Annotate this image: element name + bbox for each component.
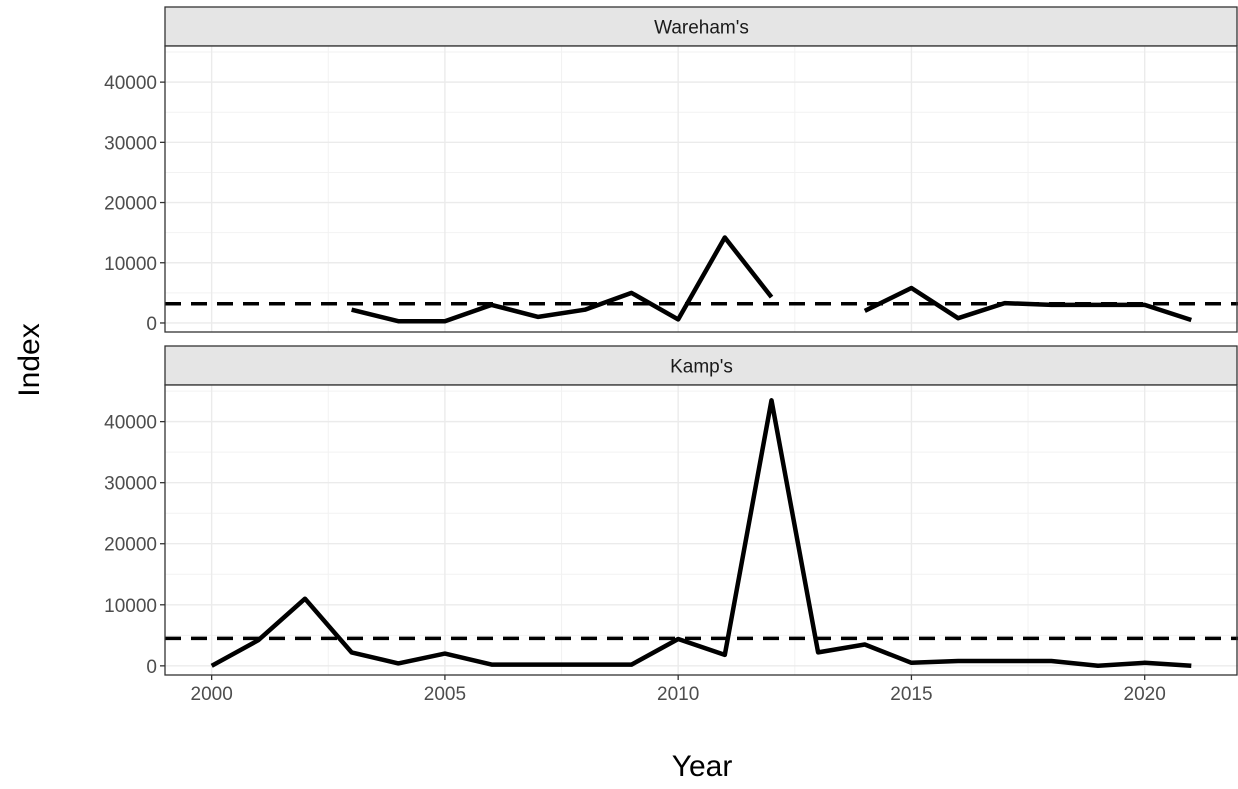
x-axis-title: Year — [672, 750, 733, 783]
y-tick-label: 10000 — [104, 254, 157, 275]
y-tick-label: 10000 — [104, 596, 157, 617]
series-line-2 — [863, 285, 1192, 323]
y-tick-label: 0 — [146, 314, 157, 335]
y-tick-label: 40000 — [104, 413, 157, 434]
panel-1: Wareham's 0 10000 20000 30000 40000 — [104, 6, 1238, 335]
plot-background — [165, 46, 1238, 332]
facet-strip-background — [164, 345, 1238, 386]
y-tick-label: 40000 — [104, 73, 157, 94]
panels-layer: Wareham's 0 10000 20000 30000 40000 Kamp's 0 100… — [104, 6, 1238, 705]
x-tick-label: 2015 — [890, 684, 932, 705]
panel-2: Kamp's 0 10000 20000 30000 40000 2000 2005 2010 2… — [104, 345, 1238, 705]
y-tick-label: 20000 — [104, 194, 157, 215]
panel-border — [164, 384, 1238, 676]
y-tick-label: 20000 — [104, 535, 157, 556]
y-axis-title: Index — [13, 323, 46, 396]
plot-background — [165, 385, 1238, 675]
x-tick-label: 2010 — [657, 684, 699, 705]
facet-strip-label: Kamp's — [670, 357, 733, 378]
x-tick-label: 2000 — [191, 684, 233, 705]
facet-strip-background — [164, 6, 1238, 47]
panel-border — [164, 45, 1238, 333]
facet-strip-label: Wareham's — [654, 18, 749, 39]
x-tick-label: 2005 — [424, 684, 466, 705]
y-tick-label: 30000 — [104, 133, 157, 154]
y-tick-label: 0 — [146, 657, 157, 678]
x-tick-label: 2020 — [1124, 684, 1166, 705]
series-line-1 — [210, 398, 1192, 669]
series-line-1 — [351, 235, 774, 324]
y-tick-label: 30000 — [104, 474, 157, 495]
